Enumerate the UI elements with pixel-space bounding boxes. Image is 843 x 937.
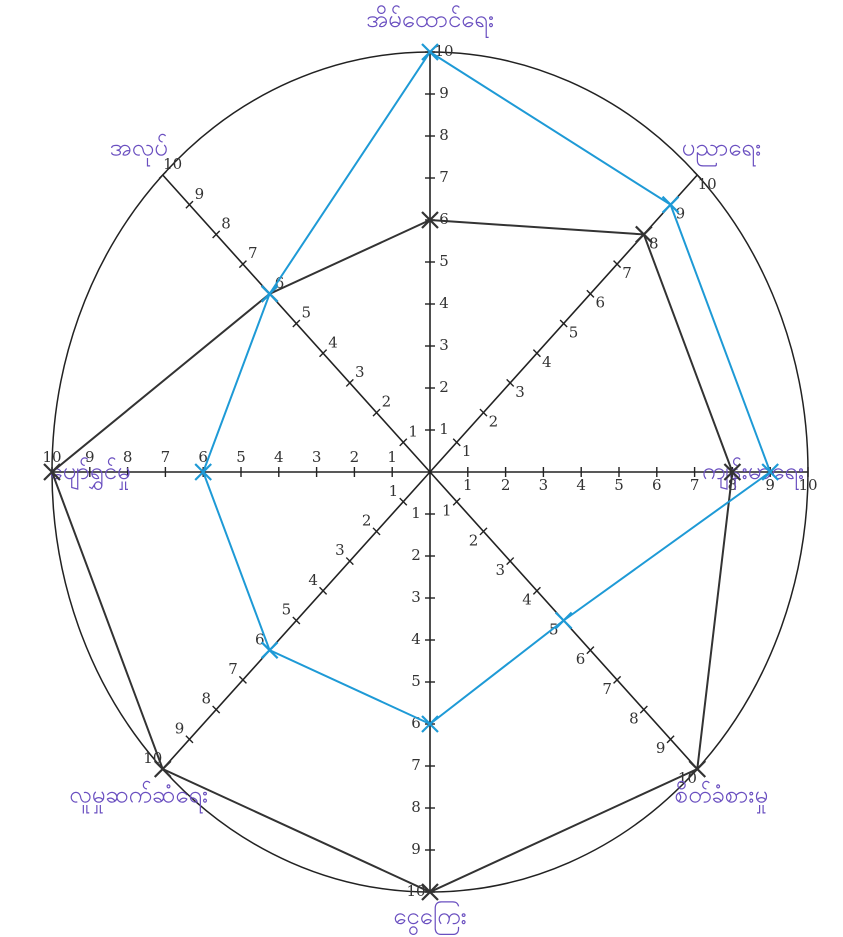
tick-label: 9 — [439, 84, 449, 102]
tick-label: 4 — [522, 591, 532, 609]
axis-label: ငွေကြေး — [393, 900, 466, 936]
tick-label: 3 — [439, 336, 449, 354]
tick-label: 5 — [614, 476, 624, 494]
tick-label: 9 — [411, 840, 421, 858]
axis-label: စိတ်ခံစားမှု — [675, 780, 769, 814]
chart: 12345678910အိမ်ထောင်ရေး12345678910ပညာရေး… — [0, 0, 843, 937]
tick-label: 2 — [439, 378, 449, 396]
tick-label: 9 — [175, 719, 185, 737]
tick-label: 1 — [463, 476, 473, 494]
axis-label: ပညာရေး — [682, 133, 762, 166]
tick-label: 2 — [411, 546, 421, 564]
tick-label: 4 — [308, 571, 318, 589]
tick-label: 8 — [221, 215, 231, 233]
tick-label: 6 — [439, 210, 449, 228]
point-marker — [262, 642, 278, 658]
tick-label: 1 — [462, 442, 472, 460]
tick-label: 1 — [408, 422, 418, 440]
tick-label: 4 — [411, 630, 421, 648]
tick-label: 9 — [195, 185, 205, 203]
tick-label: 7 — [161, 448, 171, 466]
tick-label: 3 — [496, 561, 506, 579]
tick-label: 3 — [515, 383, 525, 401]
tick-label: 2 — [362, 511, 372, 529]
tick-label: 4 — [274, 448, 284, 466]
tick-label: 8 — [629, 709, 639, 727]
tick-label: 6 — [576, 650, 586, 668]
tick-label: 2 — [501, 476, 511, 494]
tick-label: 7 — [248, 244, 258, 262]
tick-label: 7 — [690, 476, 700, 494]
tick-label: 5 — [282, 601, 292, 619]
tick-label: 7 — [439, 168, 449, 186]
tick-label: 5 — [301, 304, 311, 322]
tick-label: 6 — [652, 476, 662, 494]
axis-label: လူမှုဆက်ဆံရေး — [69, 780, 208, 814]
tick-label: 3 — [355, 363, 365, 381]
tick-label: 5 — [411, 672, 421, 690]
tick-label: 2 — [350, 448, 360, 466]
tick-label: 9 — [656, 739, 666, 757]
tick-label: 2 — [489, 413, 499, 431]
tick-label: 1 — [411, 504, 421, 522]
tick-label: 4 — [328, 333, 338, 351]
tick-label: 4 — [542, 353, 552, 371]
axis-label: ပျော်ရွှင်မှု — [49, 456, 130, 490]
tick-label: 2 — [469, 531, 479, 549]
tick-label: 6 — [595, 294, 605, 312]
tick-label: 5 — [569, 323, 579, 341]
tick-label: 8 — [439, 126, 449, 144]
tick-label: 3 — [312, 448, 322, 466]
tick-label: 7 — [602, 680, 612, 698]
tick-label: 4 — [576, 476, 586, 494]
tick-label: 3 — [539, 476, 549, 494]
tick-label: 7 — [411, 756, 421, 774]
tick-label: 1 — [389, 482, 399, 500]
tick-label: 1 — [387, 448, 397, 466]
point-marker — [262, 286, 278, 302]
tick-label: 7 — [622, 264, 632, 282]
tick-label: 1 — [439, 420, 449, 438]
tick-label: 7 — [228, 660, 238, 678]
tick-label: 2 — [382, 393, 392, 411]
tick-label: 5 — [439, 252, 449, 270]
tick-label: 8 — [201, 690, 211, 708]
tick-label: 5 — [236, 448, 246, 466]
axis-label: အိမ်ထောင်ရေး — [366, 4, 494, 38]
tick-label: 1 — [442, 502, 452, 520]
point-marker — [155, 761, 171, 777]
tick-label: 3 — [335, 541, 345, 559]
tick-label: 10 — [698, 175, 717, 193]
axis-label: အလုပ် — [110, 132, 168, 166]
tick-label: 8 — [411, 798, 421, 816]
tick-label: 4 — [439, 294, 449, 312]
tick-label: 3 — [411, 588, 421, 606]
